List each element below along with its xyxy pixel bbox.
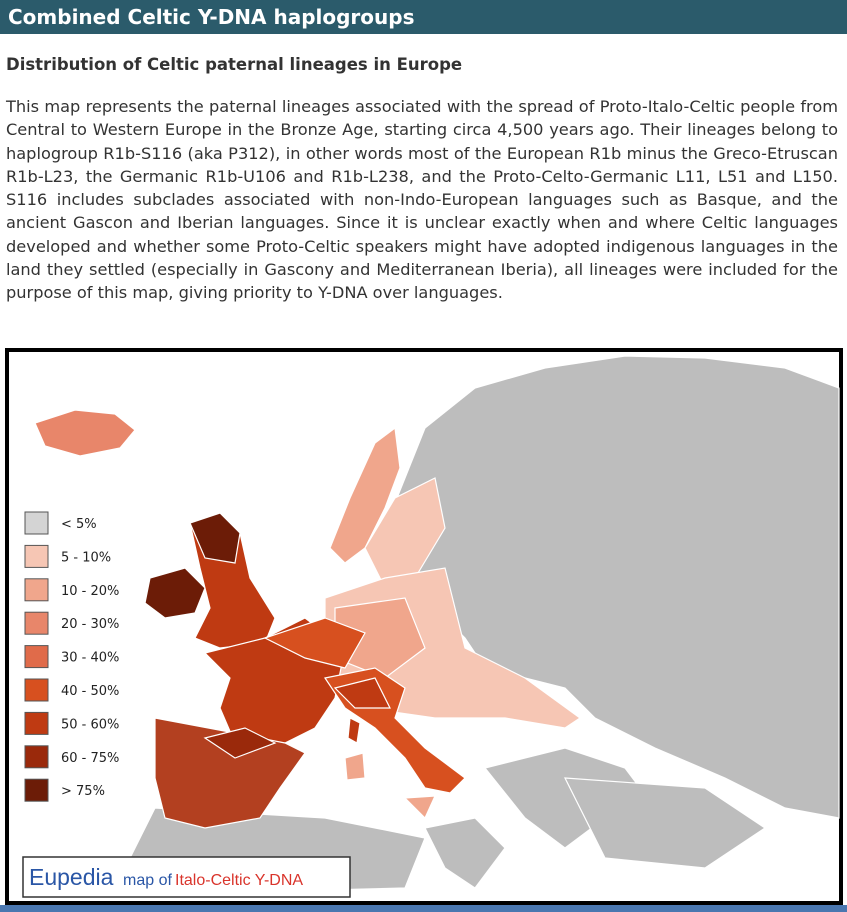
legend-label: 30 - 40% — [61, 651, 119, 666]
legend-label: 40 - 50% — [61, 684, 119, 699]
legend-label: > 75% — [61, 784, 105, 799]
legend-label: 60 - 75% — [61, 751, 119, 766]
legend: < 5% 5 - 10% 10 - 20% 20 - 30% 30 - 40% 40 - … — [24, 511, 119, 802]
legend-label: 5 - 10% — [61, 550, 111, 565]
legend-swatch — [24, 678, 49, 702]
legend-swatch — [24, 578, 49, 602]
brand-topic: Italo-Celtic Y-DNA — [175, 872, 303, 889]
subtitle: Distribution of Celtic paternal lineages… — [6, 55, 463, 74]
brand: Eupedia map of Italo-Celtic Y-DNA — [22, 856, 351, 898]
brand-name: Eupedia — [29, 864, 114, 890]
legend-swatch — [24, 645, 49, 669]
legend-label: 20 - 30% — [61, 617, 119, 632]
legend-label: 10 - 20% — [61, 584, 119, 599]
map: < 5% 5 - 10% 10 - 20% 20 - 30% 30 - 40% 40 - … — [5, 348, 843, 905]
brand-box — [22, 856, 351, 898]
paragraph: This map represents the paternal lineage… — [6, 97, 838, 303]
legend-swatch — [24, 711, 49, 735]
legend-swatch — [24, 778, 49, 802]
legend-label: 50 - 60% — [61, 717, 119, 732]
legend-swatch — [24, 544, 49, 568]
legend-swatch — [24, 511, 49, 535]
legend-swatch — [24, 745, 49, 769]
legend-label: < 5% — [61, 517, 97, 532]
brand-text: map of — [123, 872, 172, 889]
header-title: Combined Celtic Y-DNA haplogroups — [0, 0, 847, 34]
bottom-strip — [0, 905, 847, 912]
legend-swatch — [24, 611, 49, 635]
land — [34, 355, 840, 894]
